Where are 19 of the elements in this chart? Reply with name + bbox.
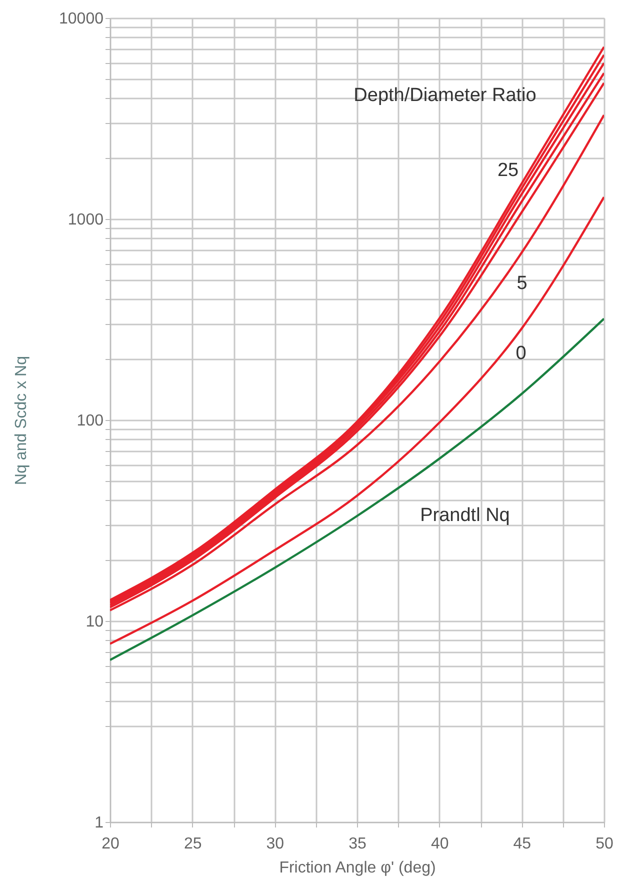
annotation: 5 [516, 273, 528, 294]
x-tick-label: 45 [513, 836, 532, 852]
x-tick-label: 25 [184, 836, 202, 852]
x-tick-label: 35 [348, 836, 366, 852]
annotation: Depth/Diameter Ratio [354, 85, 536, 106]
x-tick-label: 40 [430, 836, 449, 852]
y-tick-label: 100 [76, 412, 104, 430]
y-axis-title: Nq and Scdc x Nq [13, 356, 30, 485]
annotation: 0 [516, 343, 526, 364]
x-tick-label: 20 [102, 836, 120, 852]
y-tick-label: 1 [94, 814, 104, 832]
annotation: 25 [497, 160, 519, 181]
y-tick-label: 10000 [59, 10, 104, 28]
y-tick-label: 1000 [68, 212, 104, 228]
x-tick-label: 30 [266, 836, 284, 852]
x-axis-title: Friction Angle φ' (deg) [279, 860, 436, 876]
annotation: Prandtl Nq [420, 505, 510, 526]
y-tick-label: 10 [86, 614, 104, 630]
x-tick-label: 50 [596, 836, 614, 852]
